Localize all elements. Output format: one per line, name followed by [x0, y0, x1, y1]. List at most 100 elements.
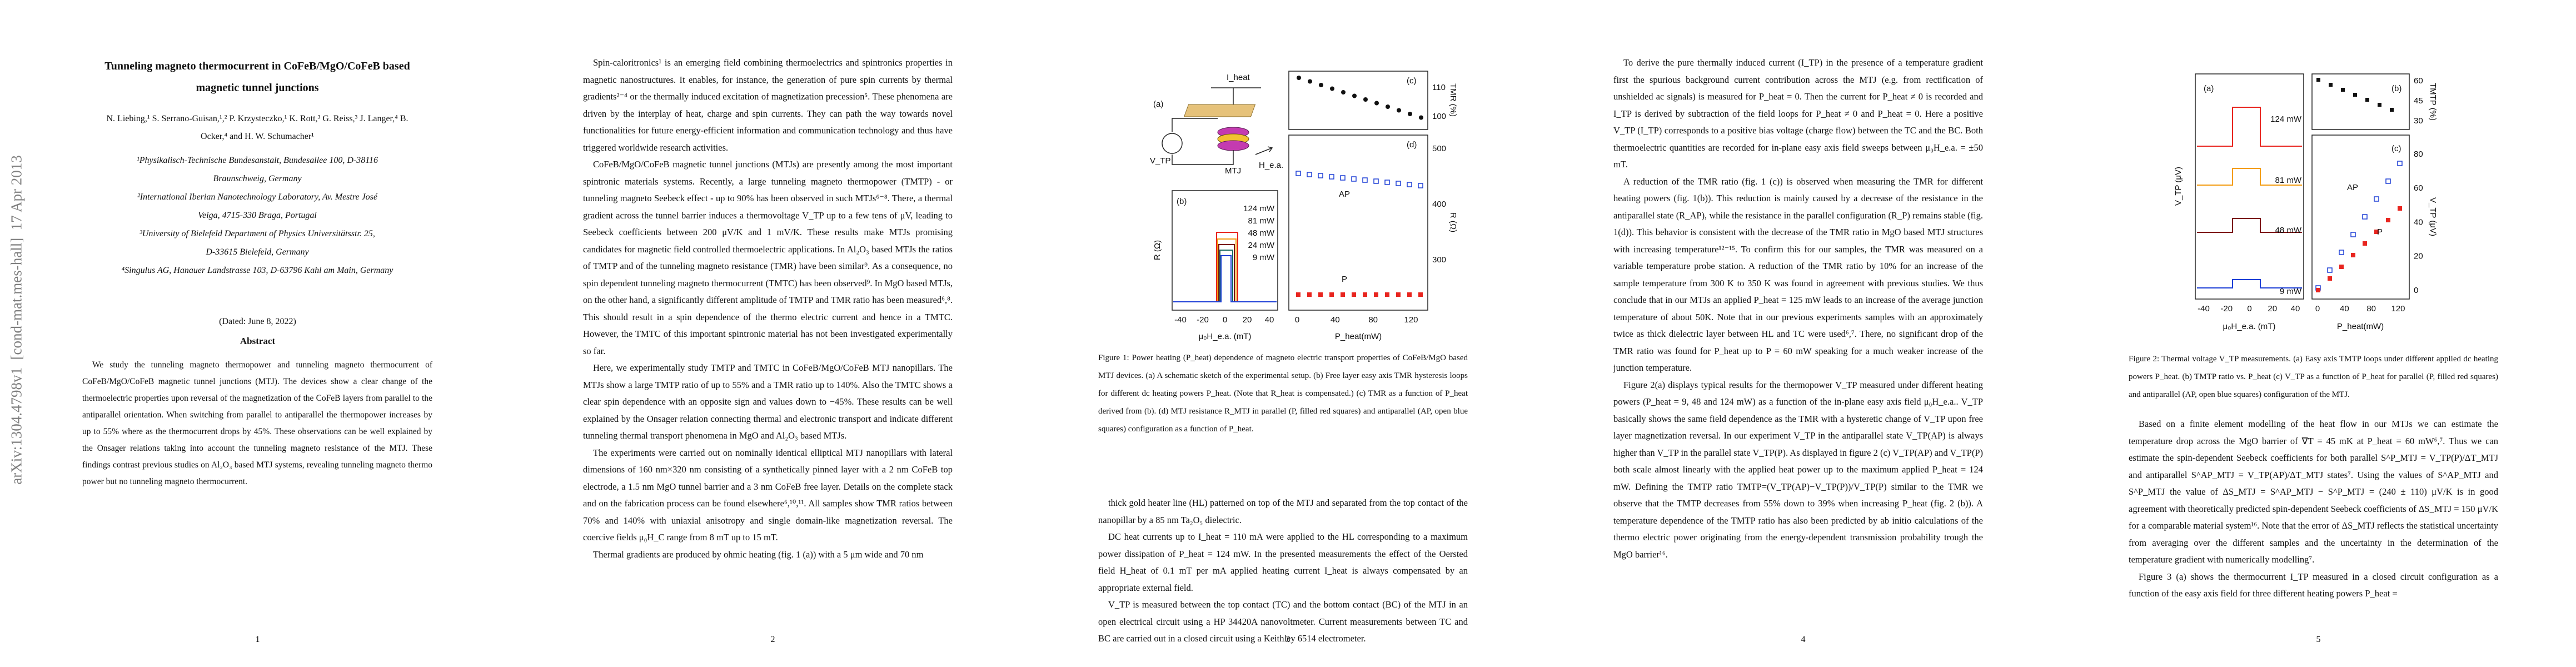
- point: [1352, 93, 1357, 98]
- panel-label: (b): [2391, 84, 2401, 93]
- page: (a) I_heat V_TP MTJ H_e.a. -40 -20 0 20 40 μ₀H_e.a…: [1030, 0, 1546, 667]
- paper-title: Tunneling magneto thermocurrent in CoFeB…: [104, 60, 410, 94]
- paragraph: Based on a finite element modelling of t…: [2129, 419, 2498, 565]
- x-tick-label: -40: [2198, 304, 2210, 313]
- paragraph: DC heat currents up to I_heat = 110 mA w…: [1098, 531, 1468, 593]
- plot-frame: [2311, 135, 2410, 300]
- page-number: 3: [1285, 635, 1291, 644]
- plot-frame: [2311, 73, 2410, 130]
- x-tick-label: 40: [2340, 304, 2349, 313]
- plot-frame: [1172, 190, 1278, 311]
- ap-point: [1418, 183, 1423, 188]
- x-tick-label: 20: [2268, 304, 2277, 313]
- body-text: thick gold heater line (HL) patterned on…: [1098, 495, 1468, 648]
- y-tick-label: 0: [2414, 286, 2418, 295]
- figure-caption: Figure 1: Power heating (P_heat) depende…: [1098, 354, 1468, 434]
- ap-point: [2385, 178, 2391, 184]
- page-number: 1: [255, 635, 260, 644]
- page: To derive the pure thermally induced cur…: [1546, 0, 2061, 667]
- ap-point: [1373, 178, 1379, 184]
- p-point: [1374, 292, 1378, 297]
- loop-curve: [1173, 255, 1277, 302]
- loop-curve: [2197, 279, 2302, 288]
- date: (Dated: June 8, 2022): [219, 317, 296, 326]
- point: [1386, 104, 1390, 109]
- x-tick-label: -20: [1197, 315, 1209, 325]
- affiliation: ³University of Bielefeld Department of P…: [139, 229, 375, 257]
- page-number: 5: [2316, 635, 2321, 644]
- p-point: [2398, 206, 2402, 211]
- legend-entry: 124 mW: [2270, 115, 2302, 124]
- schematic-label: I_heat: [1227, 73, 1250, 82]
- ap-point: [1340, 175, 1346, 181]
- state-label: P: [2377, 227, 2383, 237]
- mtj-layer: [1217, 140, 1249, 151]
- paragraph: Figure 2(a) displays typical results for…: [1613, 379, 1983, 560]
- x-tick-label: -40: [1174, 315, 1187, 325]
- x-tick-label: 0: [1295, 315, 1299, 325]
- y-tick-label: 80: [2414, 150, 2423, 159]
- axis-title: μ₀H_e.a. (mT): [1199, 332, 1252, 341]
- y-tick-label: 45: [2414, 96, 2423, 106]
- p-point: [1385, 292, 1389, 297]
- ap-point: [2327, 267, 2333, 273]
- legend-entry: 81 mW: [1248, 216, 1274, 226]
- page: Tunneling magneto thermocurrent in CoFeB…: [0, 0, 515, 667]
- point: [2365, 98, 2369, 102]
- x-tick-label: 120: [1404, 315, 1418, 325]
- body-text: To derive the pure thermally induced cur…: [1613, 54, 1983, 563]
- y-tick-label: 40: [2414, 217, 2423, 227]
- legend-entry: 48 mW: [2275, 226, 2301, 235]
- axis-title: μ₀H_e.a. (mT): [2223, 322, 2276, 331]
- p-point: [1396, 292, 1401, 297]
- paragraph: A reduction of the TMR ratio (fig. 1 (c)…: [1613, 176, 1983, 374]
- ap-point: [1407, 182, 1412, 187]
- point: [2378, 103, 2381, 107]
- p-point: [1407, 292, 1412, 297]
- panel-label: (c): [2391, 144, 2401, 153]
- plot-frame: [1288, 71, 1428, 130]
- affiliations: ¹Physikalisch-Technische Bundesanstalt, …: [94, 151, 420, 280]
- x-tick-label: 0: [2315, 304, 2320, 313]
- page-number: 4: [1801, 635, 1806, 644]
- legend-entry: 24 mW: [1248, 241, 1274, 250]
- loop-curve: [2197, 107, 2302, 147]
- paragraph: Figure 3 (a) shows the thermocurrent I_T…: [2129, 571, 2498, 599]
- paragraph: The experiments were carried out on nomi…: [583, 447, 953, 543]
- ap-point: [1329, 174, 1334, 180]
- ap-point: [1307, 172, 1312, 177]
- ap-point: [2350, 232, 2356, 237]
- paragraph: Thermal gradients are produced by ohmic …: [593, 549, 924, 560]
- x-tick-label: -20: [2220, 304, 2233, 313]
- panel-label: (a): [2204, 84, 2214, 93]
- paragraph: Here, we experimentally study TMTP and T…: [583, 362, 953, 441]
- point: [1341, 90, 1346, 94]
- point: [2329, 83, 2333, 87]
- p-point: [1341, 292, 1345, 297]
- x-tick-label: 40: [2291, 304, 2300, 313]
- y-tick-label: 30: [2414, 116, 2423, 126]
- ap-point: [1318, 173, 1323, 178]
- paragraph: Spin-caloritronics¹ is an emerging field…: [583, 57, 953, 153]
- plot-frame: [1288, 135, 1428, 311]
- ap-point: [2362, 214, 2368, 220]
- point: [2341, 88, 2345, 92]
- state-label: AP: [1339, 190, 1350, 199]
- p-point: [2374, 230, 2379, 234]
- loop-curve: [2197, 218, 2302, 233]
- y-tick-label: 60: [2414, 183, 2423, 193]
- axis-title: TMR (%): [1448, 83, 1458, 117]
- abstract-heading: Abstract: [240, 336, 276, 346]
- point: [1374, 101, 1379, 106]
- y-tick-label: 20: [2414, 252, 2423, 261]
- legend-entry: 81 mW: [2275, 176, 2301, 185]
- body-text: Based on a finite element modelling of t…: [2129, 416, 2498, 603]
- state-label: AP: [2347, 183, 2358, 192]
- figure-caption: Figure 2: Thermal voltage V_TP measureme…: [2129, 355, 2498, 399]
- x-tick-label: 80: [1368, 315, 1378, 325]
- axis-title: P_heat(mW): [1335, 332, 1382, 341]
- x-tick-label: 0: [2247, 304, 2251, 313]
- x-tick-label: 0: [1223, 315, 1227, 325]
- page: Spin-caloritronics¹ is an emerging field…: [515, 0, 1030, 667]
